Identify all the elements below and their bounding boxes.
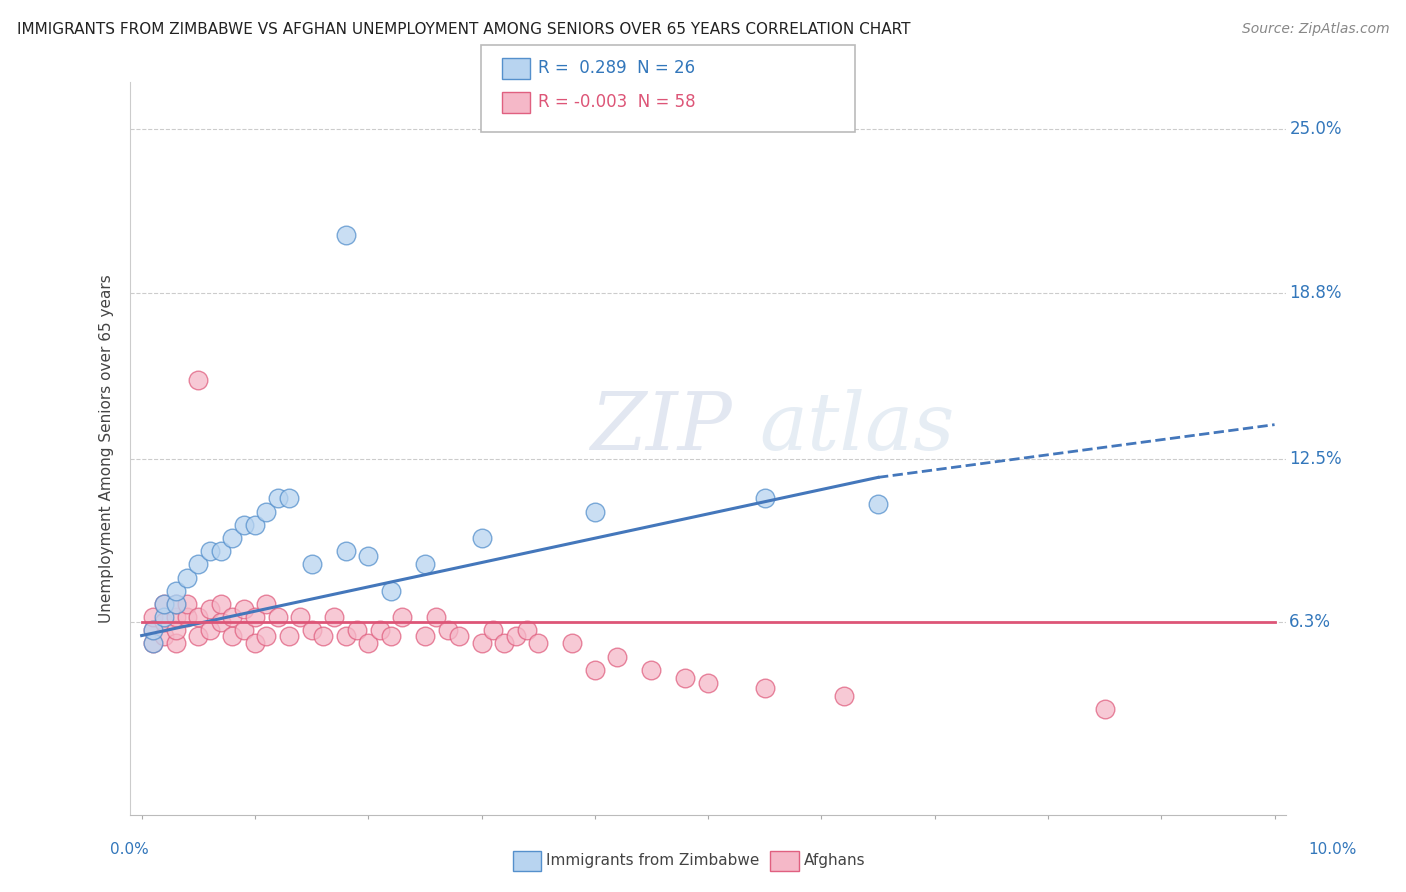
Point xyxy=(335,544,357,558)
Text: IMMIGRANTS FROM ZIMBABWE VS AFGHAN UNEMPLOYMENT AMONG SENIORS OVER 65 YEARS CORR: IMMIGRANTS FROM ZIMBABWE VS AFGHAN UNEMP… xyxy=(17,22,910,37)
Point xyxy=(583,505,606,519)
Point xyxy=(254,597,277,611)
Point xyxy=(142,624,165,638)
Point xyxy=(176,597,198,611)
Text: 0.0%: 0.0% xyxy=(110,842,149,856)
Point xyxy=(323,610,346,624)
Point xyxy=(187,373,209,387)
Point xyxy=(198,602,221,616)
Text: 25.0%: 25.0% xyxy=(1289,120,1341,138)
Point xyxy=(391,610,413,624)
Point xyxy=(266,610,288,624)
Text: Immigrants from Zimbabwe: Immigrants from Zimbabwe xyxy=(546,854,759,868)
Point xyxy=(153,615,176,630)
Point xyxy=(675,671,697,685)
Point xyxy=(153,610,176,624)
Point xyxy=(243,517,266,532)
Point xyxy=(243,636,266,650)
Point xyxy=(312,629,335,643)
Text: 18.8%: 18.8% xyxy=(1289,284,1341,301)
Point xyxy=(413,558,436,572)
Point xyxy=(868,497,890,511)
Point xyxy=(142,636,165,650)
Point xyxy=(516,624,538,638)
Point xyxy=(368,624,391,638)
Point xyxy=(266,491,288,506)
Point xyxy=(335,227,357,242)
Point xyxy=(505,629,527,643)
Point xyxy=(221,629,243,643)
Point xyxy=(232,517,254,532)
Point xyxy=(606,649,628,664)
Point xyxy=(165,636,187,650)
Point xyxy=(494,636,516,650)
Point xyxy=(357,636,380,650)
Point xyxy=(232,602,254,616)
Point xyxy=(243,610,266,624)
Text: R =  0.289  N = 26: R = 0.289 N = 26 xyxy=(538,59,696,77)
Text: Afghans: Afghans xyxy=(804,854,866,868)
Point xyxy=(583,663,606,677)
Point xyxy=(165,624,187,638)
Point xyxy=(640,663,662,677)
Point xyxy=(832,690,855,704)
Point xyxy=(447,629,470,643)
Point xyxy=(697,676,720,690)
Point xyxy=(346,624,368,638)
Point xyxy=(470,531,492,545)
Point xyxy=(221,531,243,545)
Point xyxy=(165,597,187,611)
Point xyxy=(165,583,187,598)
Point xyxy=(254,505,277,519)
Point xyxy=(187,629,209,643)
Point xyxy=(335,629,357,643)
Point xyxy=(357,549,380,564)
Point xyxy=(209,615,232,630)
Point xyxy=(209,544,232,558)
Point xyxy=(278,491,301,506)
Point xyxy=(198,624,221,638)
Point xyxy=(290,610,312,624)
Point xyxy=(380,629,402,643)
Point xyxy=(482,624,505,638)
Text: 10.0%: 10.0% xyxy=(1309,842,1357,856)
Point xyxy=(380,583,402,598)
Point xyxy=(232,624,254,638)
Text: atlas: atlas xyxy=(759,390,955,467)
Point xyxy=(754,491,776,506)
Point xyxy=(142,610,165,624)
Point xyxy=(254,629,277,643)
Point xyxy=(436,624,458,638)
Point xyxy=(221,610,243,624)
Point xyxy=(278,629,301,643)
Point xyxy=(187,610,209,624)
Point xyxy=(153,597,176,611)
Point xyxy=(142,624,165,638)
Point xyxy=(1094,702,1116,716)
Text: R = -0.003  N = 58: R = -0.003 N = 58 xyxy=(538,93,696,111)
Point xyxy=(153,629,176,643)
Point xyxy=(176,610,198,624)
Text: ZIP: ZIP xyxy=(591,390,733,467)
Point xyxy=(527,636,550,650)
Point xyxy=(176,570,198,584)
Text: Source: ZipAtlas.com: Source: ZipAtlas.com xyxy=(1241,22,1389,37)
Point xyxy=(165,597,187,611)
Point xyxy=(754,681,776,696)
Point xyxy=(301,624,323,638)
Text: 6.3%: 6.3% xyxy=(1289,614,1331,632)
Point xyxy=(165,610,187,624)
Point xyxy=(301,558,323,572)
Point xyxy=(209,597,232,611)
Point xyxy=(470,636,492,650)
Point xyxy=(413,629,436,643)
Point xyxy=(142,636,165,650)
Point xyxy=(153,597,176,611)
Text: 12.5%: 12.5% xyxy=(1289,450,1341,468)
Y-axis label: Unemployment Among Seniors over 65 years: Unemployment Among Seniors over 65 years xyxy=(100,274,114,623)
Point xyxy=(561,636,583,650)
Point xyxy=(425,610,447,624)
Point xyxy=(187,558,209,572)
Point xyxy=(198,544,221,558)
